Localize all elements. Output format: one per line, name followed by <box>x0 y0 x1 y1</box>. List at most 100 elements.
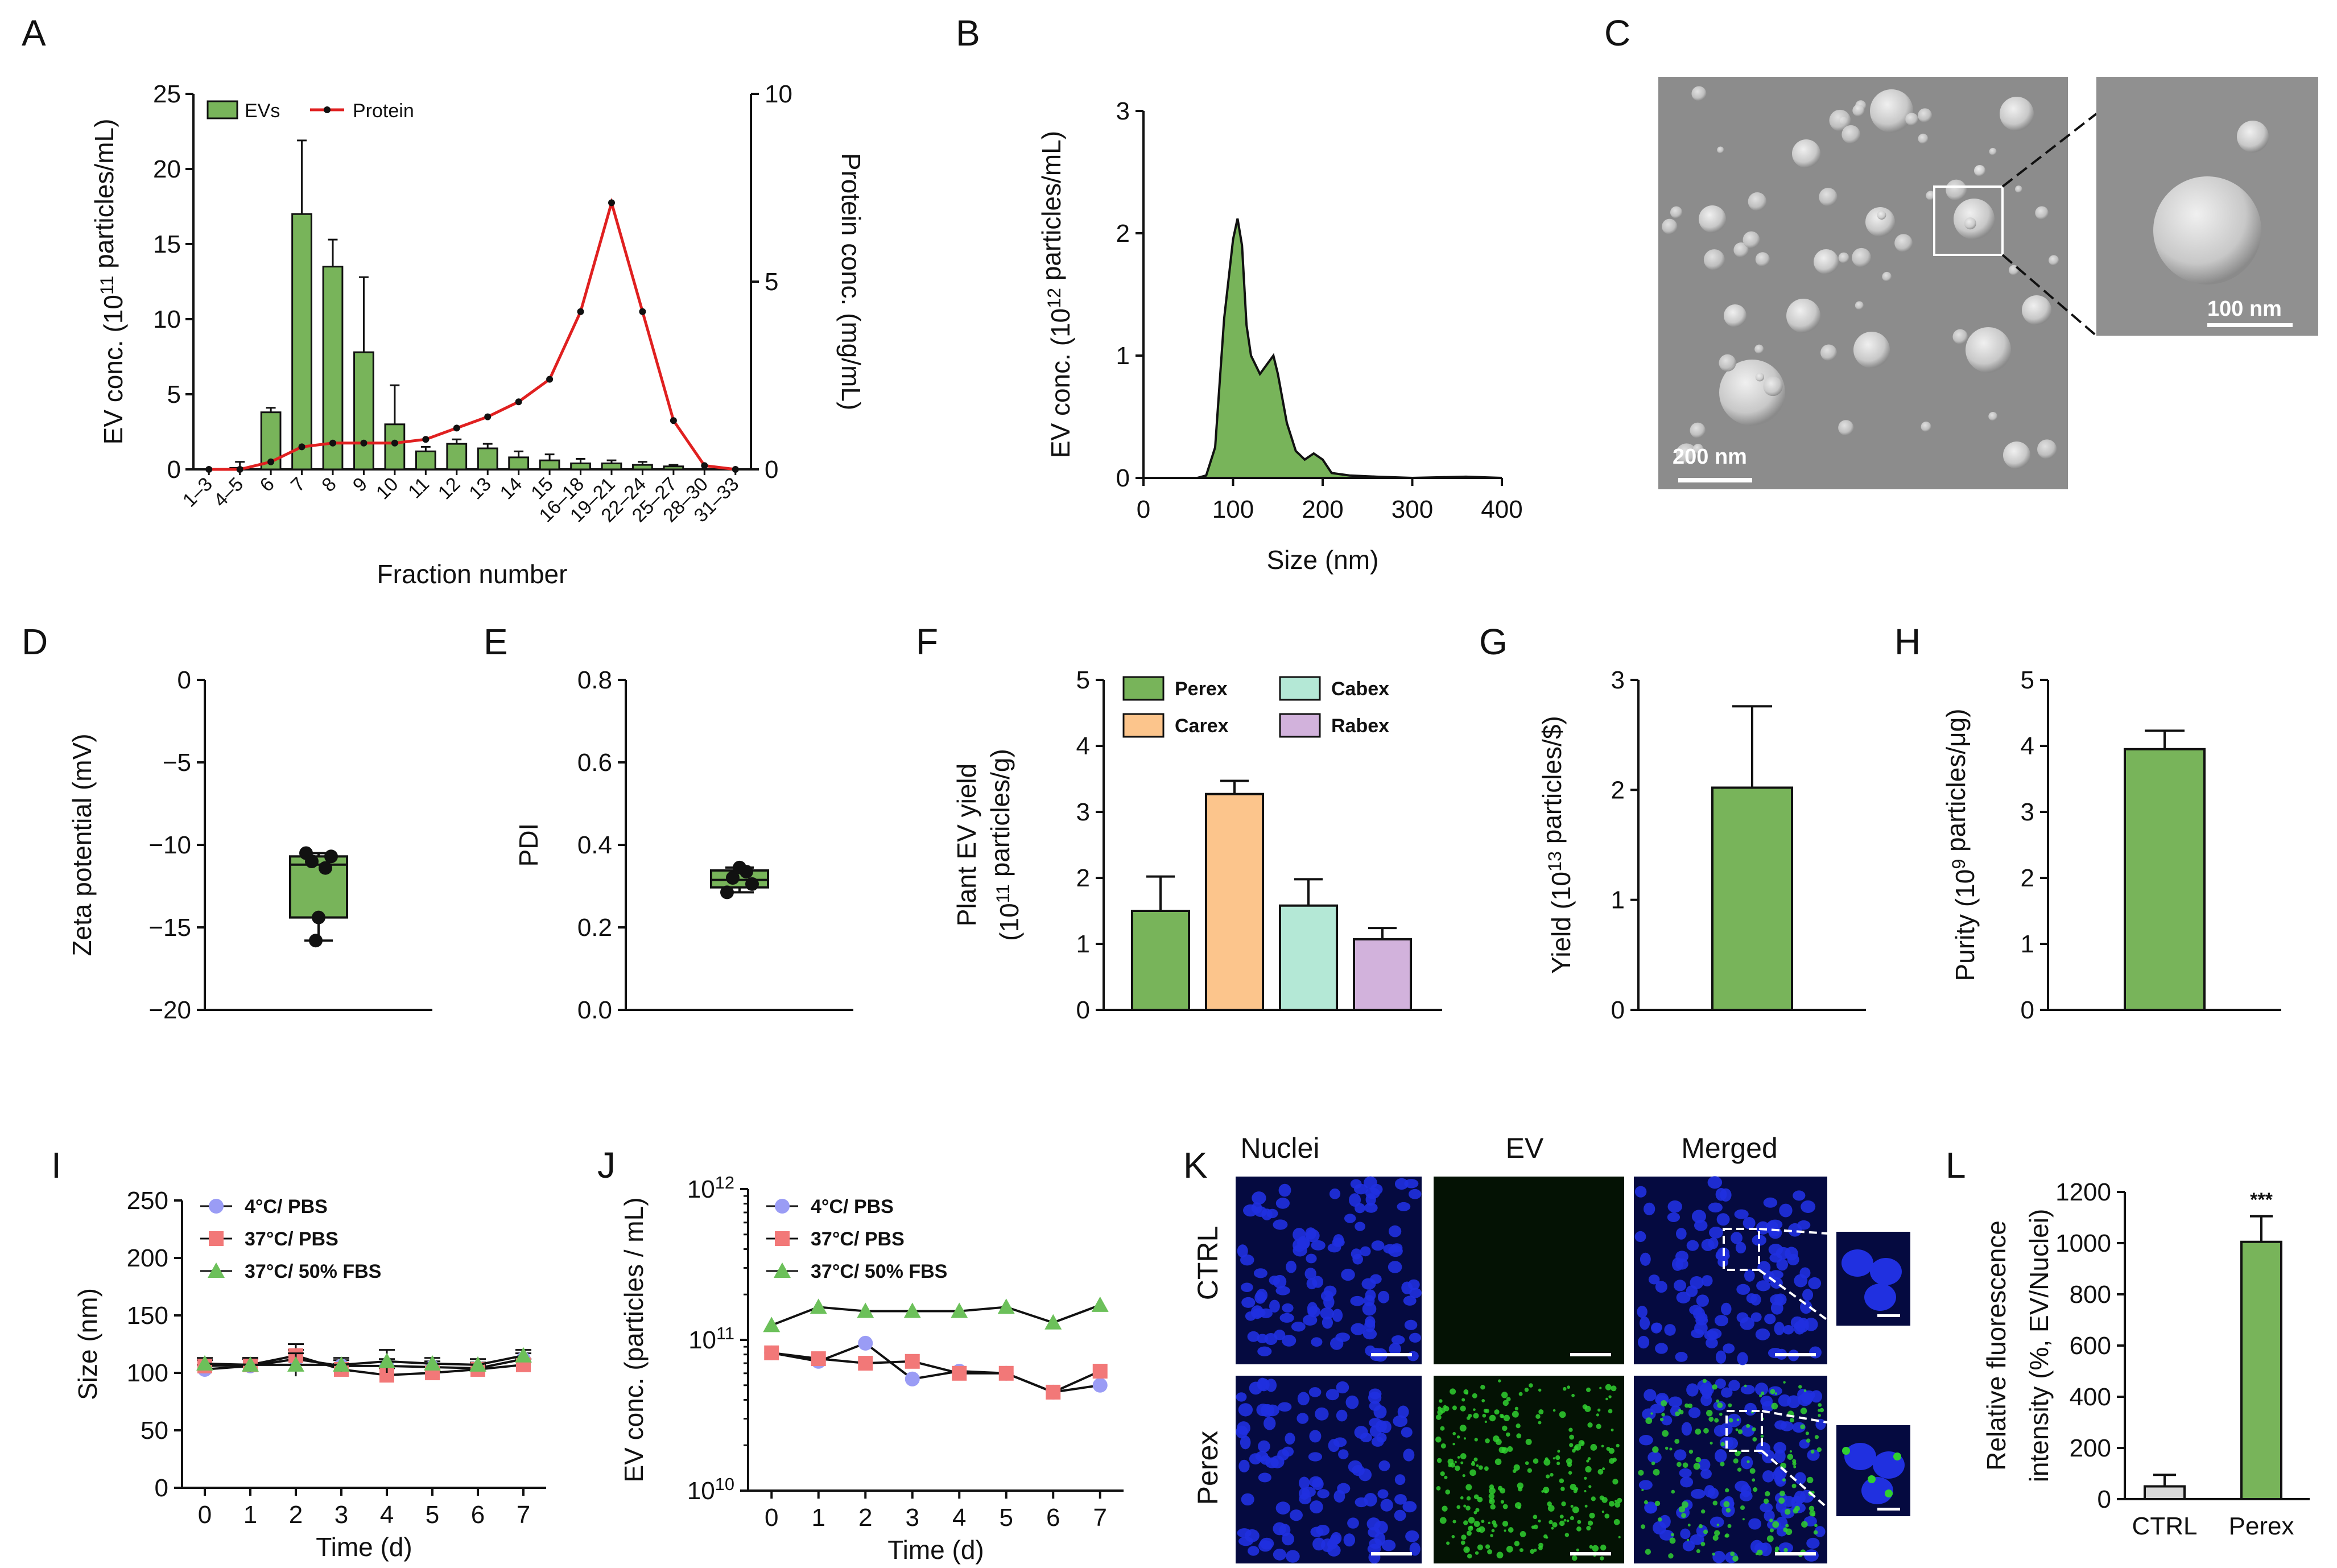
j-point <box>1092 1364 1108 1379</box>
k-ev-signal <box>1682 1462 1688 1468</box>
k-nucleus <box>1776 1247 1791 1260</box>
k-nucleus <box>1727 1413 1741 1427</box>
k-ev-signal <box>1569 1443 1574 1447</box>
tem-particle-small <box>1921 422 1931 432</box>
k-ev-signal <box>1538 1421 1542 1425</box>
k-ev-signal <box>1556 1462 1560 1466</box>
k-ev-signal <box>1693 1463 1700 1470</box>
tem-zoom-line-top <box>2001 113 2097 188</box>
panel-letter-F: F <box>916 621 938 662</box>
k-nucleus <box>1707 1176 1723 1189</box>
tem-particle <box>1786 299 1820 333</box>
d-point <box>305 855 319 868</box>
a-x-tick-label: 13 <box>465 473 496 504</box>
k-nucleus <box>1305 1227 1316 1240</box>
k-nucleus <box>1779 1203 1793 1218</box>
a-x-tick-label: 9 <box>349 473 371 496</box>
k-nucleus <box>1282 1303 1294 1313</box>
k-ev-signal <box>1506 1546 1513 1553</box>
k-nucleus <box>1360 1433 1372 1442</box>
d-point <box>312 910 325 925</box>
k-ev-signal <box>1597 1468 1604 1475</box>
k-ev-signal <box>1570 1516 1574 1521</box>
k-ev-signal <box>1516 1433 1522 1439</box>
tem-particle <box>1814 249 1839 274</box>
k-ev-signal <box>1501 1392 1508 1398</box>
k-nucleus <box>1644 1389 1657 1401</box>
k-nucleus <box>1721 1302 1732 1315</box>
k-col-label-merged: Merged <box>1681 1132 1778 1164</box>
d-y-tick-label: −5 <box>163 749 191 777</box>
k-nucleus <box>1644 1501 1658 1514</box>
k-nucleus <box>1388 1261 1402 1273</box>
k-nucleus <box>1311 1337 1323 1347</box>
d-point <box>319 861 332 875</box>
a-y-tick-label: 20 <box>153 155 181 183</box>
k-nucleus <box>1279 1524 1291 1537</box>
j-legend-label-0: 4°C/ PBS <box>811 1196 894 1218</box>
k-ev-signal <box>1480 1385 1485 1390</box>
j-point <box>763 1317 781 1332</box>
k-ev-signal <box>1559 1520 1565 1526</box>
k-ev-signal <box>1576 1548 1579 1552</box>
j-x-tick-label: 0 <box>765 1504 778 1532</box>
a-x-tick-label: 1–3 <box>179 473 217 511</box>
k-ev-signal <box>1568 1427 1573 1432</box>
k-nucleus <box>1710 1516 1724 1528</box>
k-ev-signal <box>1814 1524 1818 1528</box>
k-nucleus <box>1332 1237 1345 1247</box>
k-nucleus <box>1310 1500 1323 1514</box>
k-ev-signal <box>1570 1504 1574 1508</box>
k-nucleus <box>1675 1352 1688 1362</box>
k-ev-signal <box>1803 1389 1807 1392</box>
k-nucleus <box>1409 1542 1421 1556</box>
k-nucleus <box>1317 1489 1329 1499</box>
k-ev-signal <box>1474 1438 1478 1442</box>
k-ev-signal <box>1543 1459 1551 1466</box>
panel-letter-A: A <box>22 13 46 53</box>
k-ev-signal <box>1605 1384 1612 1390</box>
l-y-tick-label: 1200 <box>2055 1178 2111 1206</box>
k-ev-signal <box>1524 1387 1529 1392</box>
k-nucleus <box>1236 1421 1250 1435</box>
k-ev-signal <box>1586 1459 1589 1463</box>
k-ev-signal <box>1488 1493 1495 1500</box>
l-y-tick-label: 400 <box>2070 1383 2111 1411</box>
k-ev-signal <box>1724 1534 1728 1538</box>
k-ev-signal <box>1703 1427 1709 1434</box>
k-ev-signal <box>1618 1536 1621 1538</box>
j-point <box>903 1302 921 1318</box>
j-y-tick-label: 1010 <box>687 1474 734 1505</box>
k-nucleus <box>1258 1440 1270 1453</box>
k-ev-signal <box>1492 1520 1497 1525</box>
k-ev-signal <box>1814 1435 1819 1439</box>
k-nucleus <box>1254 1291 1266 1304</box>
k-ev-signal <box>1746 1460 1750 1463</box>
k-ev-signal <box>1585 1466 1592 1473</box>
j-legend-marker-2 <box>774 1262 791 1278</box>
k-ev-signal <box>1684 1403 1689 1408</box>
k-nucleus <box>1708 1202 1723 1213</box>
k-ev-signal <box>1600 1544 1607 1551</box>
k-nucleus <box>1744 1269 1755 1282</box>
k-ev-signal <box>1778 1497 1785 1504</box>
k-ev-signal <box>1605 1397 1608 1401</box>
tem-particle-small <box>1755 252 1770 267</box>
k-ev-signal <box>1446 1541 1450 1545</box>
f-y-tick-label: 1 <box>1076 930 1090 958</box>
i-x-axis-label: Time (d) <box>316 1532 412 1562</box>
g-y-tick-label: 3 <box>1611 666 1625 694</box>
f-legend-label-perex: Perex <box>1175 678 1228 700</box>
k-nucleus <box>1371 1436 1384 1447</box>
k-nucleus <box>1707 1488 1719 1499</box>
k-nucleus <box>1278 1402 1292 1412</box>
k-nucleus <box>1257 1377 1268 1390</box>
k-zoom-line-2 <box>1758 1269 1828 1321</box>
k-nucleus <box>1714 1315 1729 1327</box>
a-x-tick-label: 12 <box>434 473 465 504</box>
k-nucleus <box>1688 1407 1701 1418</box>
chart-b-size-distribution: 0 100 200 300 400 0 1 2 3 Size (nm) EV conc. (1012… <box>1037 97 1523 575</box>
k-nucleus <box>1273 1219 1288 1230</box>
f-legend-label-carex: Carex <box>1175 715 1229 737</box>
